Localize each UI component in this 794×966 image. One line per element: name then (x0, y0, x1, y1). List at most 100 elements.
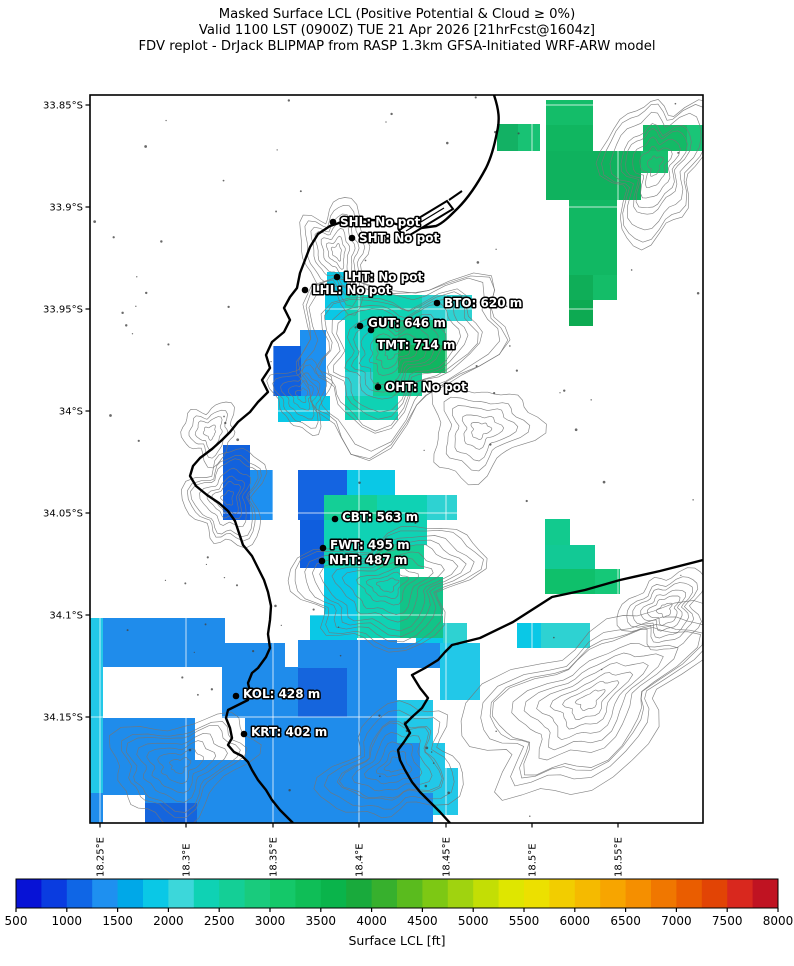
terrain-speck (135, 305, 137, 307)
terrain-contour (356, 565, 419, 606)
terrain-speck (358, 481, 361, 485)
colorbar-segment (574, 879, 601, 908)
colorbar-segment (473, 879, 500, 908)
raster-cell (90, 793, 103, 823)
terrain-speck (425, 746, 429, 750)
terrain-speck (121, 311, 124, 315)
terrain-speck (164, 579, 167, 582)
terrain-contour (344, 314, 447, 400)
coastline-west (188, 95, 500, 823)
terrain-speck (227, 305, 230, 309)
terrain-contour (536, 662, 649, 741)
raster-cell (310, 615, 357, 640)
terrain-contour (326, 235, 346, 270)
terrain-contour (202, 424, 216, 441)
terrain-speck (517, 132, 520, 135)
terrain-speck (145, 291, 148, 295)
terrain-speck (385, 121, 387, 123)
station-label-tmt: TMT: 714 m (377, 338, 455, 352)
terrain-specks-layer (93, 96, 700, 818)
colorbar-segment (143, 879, 169, 908)
terrain-contour (125, 725, 241, 813)
terrain-contour (470, 422, 493, 441)
coastline-east (396, 558, 703, 823)
terrain-contour (311, 539, 467, 637)
terrain-contour (632, 136, 681, 199)
terrain-contour (121, 721, 248, 818)
terrain-contour (511, 643, 679, 761)
colorbar-frame (15, 878, 779, 909)
colorbar-segment (651, 879, 677, 908)
station-label-lhl: LHL: No pot (312, 283, 392, 297)
terrain-speck (692, 499, 694, 501)
terrain-contour (323, 709, 455, 810)
terrain-contour (384, 345, 401, 361)
terrain-contour (368, 333, 419, 376)
terrain-speck (196, 693, 199, 696)
colorbar-tick-label: 3500 (306, 914, 337, 928)
terrain-speck (165, 119, 167, 122)
terrain-speck (574, 428, 578, 432)
colorbar-label: Surface LCL [ft] (348, 933, 445, 948)
terrain-contour (211, 481, 241, 515)
colorbar-tick-label: 1000 (52, 914, 83, 928)
station-label-gut: GUT: 646 m (368, 316, 446, 330)
raster-cell (373, 320, 398, 372)
raster-cell (273, 346, 301, 396)
station-marker-krt (240, 730, 248, 738)
terrain-speck (378, 714, 381, 717)
terrain-speck (630, 269, 633, 271)
terrain-speck (137, 439, 140, 442)
station-label-bto: BTO: 620 m (444, 296, 522, 310)
terrain-speck (680, 574, 682, 577)
station-label-shl: SHL: No pot (340, 215, 421, 229)
coastline-layer (188, 95, 703, 823)
terrain-contour (350, 319, 439, 393)
graticule-layer (90, 95, 703, 823)
raster-cell (545, 519, 570, 545)
terrain-speck (495, 730, 497, 733)
colorbar-tick-label: 5000 (458, 914, 489, 928)
raster-cell (145, 803, 197, 823)
raster-cell (345, 396, 398, 420)
terrain-contour (460, 600, 703, 801)
colorbar-segment (600, 879, 627, 908)
y-axis-tick-label: 33.95°S (43, 305, 83, 316)
terrain-speck (236, 438, 240, 442)
station-marker-gut (356, 322, 364, 330)
terrain-speck (144, 145, 148, 148)
terrain-speck (160, 240, 163, 243)
terrain-speck (193, 651, 195, 654)
figure-title-line3: FDV replot - DrJack BLIPMAP from RASP 1.… (138, 39, 655, 54)
terrain-speck (109, 414, 112, 417)
terrain-speck (136, 276, 138, 278)
terrain-contour (549, 671, 634, 730)
raster-cell (90, 618, 103, 793)
station-marker-sht (348, 234, 356, 242)
figure-title-line1: Masked Surface LCL (Positive Potential &… (219, 7, 575, 22)
station-marker-lht (333, 273, 341, 281)
colorbar-segment (701, 879, 728, 908)
terrain-contour (365, 571, 410, 599)
terrain-contour (157, 748, 204, 784)
station-label-nht: NHT: 487 m (329, 553, 407, 567)
terrain-speck (184, 582, 187, 585)
terrain-speck (474, 96, 477, 99)
x-axis-tick-label: 18.25°E (96, 837, 107, 877)
colorbar-tick-label: 7000 (661, 914, 692, 928)
terrain-contour (523, 652, 664, 751)
terrain-contour (327, 298, 469, 420)
station-label-krt: KRT: 402 m (251, 725, 327, 739)
terrain-speck (446, 141, 449, 145)
raster-cell (440, 643, 480, 700)
terrain-contour (287, 526, 488, 653)
terrain-speck (131, 333, 134, 335)
terrain-contour (331, 551, 445, 623)
terrain-speck (601, 668, 603, 671)
terrain-speck (275, 210, 278, 213)
colorbar-segment (193, 879, 220, 908)
terrain-contour (640, 589, 686, 632)
terrain-speck (312, 608, 315, 611)
terrain-contour (294, 529, 484, 650)
